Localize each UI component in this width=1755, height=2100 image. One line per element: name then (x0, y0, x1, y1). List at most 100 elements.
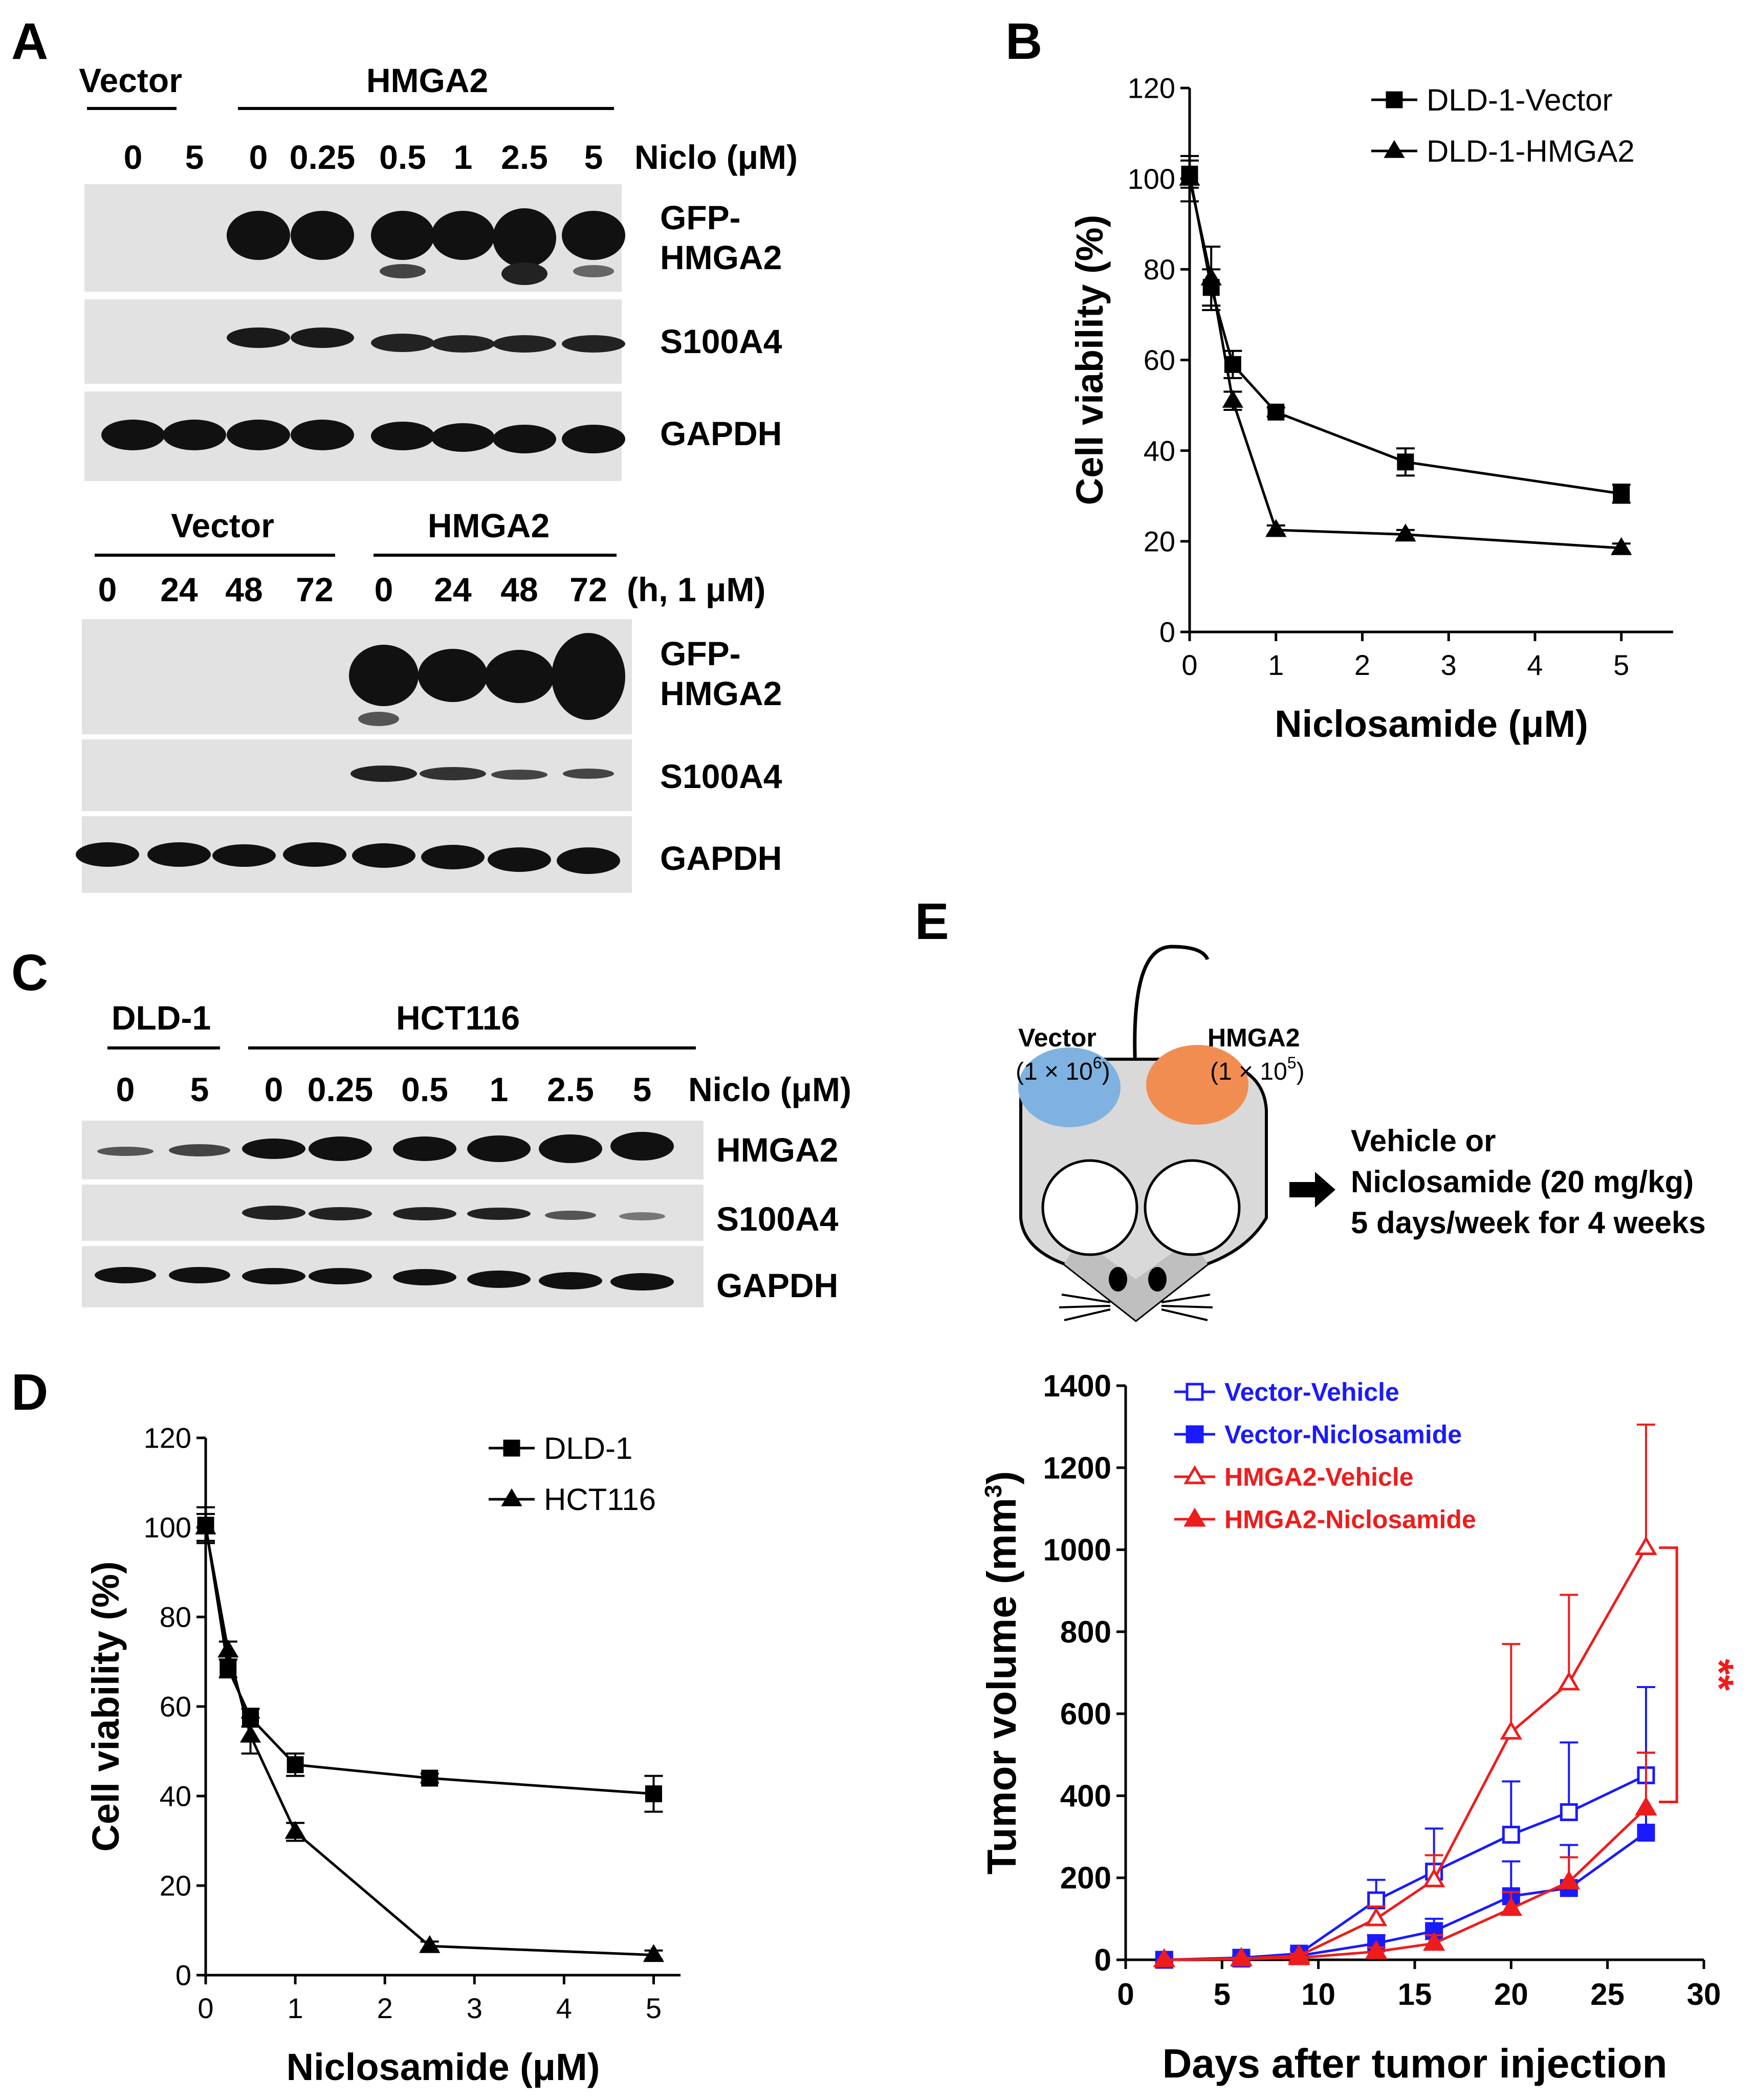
y-tick-label: 20 (160, 1870, 191, 1902)
a-top-row-label: S100A4 (660, 322, 782, 360)
legend-marker (501, 1488, 522, 1506)
series-dld-1 (196, 1506, 663, 1813)
data-point (1611, 537, 1632, 555)
data-point (1153, 1948, 1176, 1967)
legend-marker (1186, 1383, 1204, 1401)
a-bottom-condition-label: (h, 1 μM) (627, 571, 765, 608)
data-point (1230, 1947, 1253, 1966)
series-line (1164, 1774, 1647, 1961)
y-tick-label: 0 (1094, 1943, 1111, 1977)
data-point (195, 1516, 216, 1535)
y-tick-label: 120 (1128, 72, 1175, 104)
e-treatment-line3: 5 days/week for 4 weeks (1351, 1206, 1706, 1240)
x-tick-label: 0 (1181, 649, 1197, 681)
series-hmga2-niclosamide (1153, 1752, 1657, 1967)
legend-label: Vector-Niclosamide (1224, 1420, 1462, 1449)
a-bottom-lane-label: 24 (160, 571, 198, 608)
mouse-snout-shade (1064, 1238, 1208, 1320)
a-top-lane-label: 5 (185, 138, 204, 176)
panel-d-letter: D (11, 1364, 48, 1421)
e-treatment-line1: Vehicle or (1351, 1124, 1496, 1158)
y-tick-label: 800 (1060, 1615, 1111, 1649)
x-tick-label: 2 (377, 1992, 393, 2024)
x-tick-label: 0 (1117, 1977, 1134, 2011)
series-line (1164, 1807, 1647, 1961)
data-point (643, 1944, 665, 1962)
a-bottom-lane-label: 72 (569, 571, 607, 608)
x-tick-label: 3 (467, 1992, 482, 2024)
c-row-label: GAPDH (716, 1266, 838, 1304)
data-point (239, 1724, 261, 1743)
legend-label: Vector-Vehicle (1224, 1378, 1399, 1407)
c-group-dld1: DLD-1 (112, 999, 211, 1037)
x-axis-title: Niclosamide (μM) (1275, 703, 1588, 745)
legend-marker (1183, 1507, 1206, 1527)
axis-lines (204, 1438, 681, 1977)
data-point (645, 1785, 662, 1803)
y-axis-title: Tumor volume (mm3) (979, 1471, 1024, 1875)
a-bottom-row-label: GAPDH (660, 839, 782, 877)
a-top-lane-label: 0.25 (290, 138, 355, 176)
x-tick-label: 4 (1527, 649, 1543, 681)
y-tick-label: 0 (175, 1959, 191, 1992)
chart-e: 0 200 400 600 800 1000 1200 1400 0 5 10 15 20 25 30 Day… (979, 1369, 1742, 2086)
legend-label: DLD-1 (544, 1431, 632, 1465)
a-top-lane-label: 2.5 (501, 138, 548, 176)
legend-marker (1386, 91, 1403, 108)
data-point (1635, 1536, 1657, 1556)
y-tick-label: 1400 (1043, 1369, 1111, 1403)
y-tick-label: 400 (1060, 1779, 1111, 1813)
a-bottom-row-label: S100A4 (660, 757, 782, 795)
y-tick-label: 60 (1144, 344, 1175, 376)
data-point (1637, 1824, 1655, 1842)
c-blot-gapdh (82, 1246, 704, 1307)
a-top-lane-label: 0.5 (379, 138, 426, 176)
panel-c-letter: C (11, 944, 48, 1001)
e-hmga2-cells-exp: 5 (1287, 1054, 1297, 1072)
mouse-whiskers (1059, 1294, 1213, 1321)
mouse-tail (1133, 945, 1210, 1080)
x-tick-label: 1 (1268, 649, 1284, 681)
a-bottom-lane-label: 48 (225, 571, 262, 608)
data-point (1422, 1868, 1445, 1888)
error-bar (1560, 1741, 1578, 1812)
a-top-blot-gfp-hmga2 (84, 184, 625, 292)
panel-a-letter: A (11, 13, 48, 70)
panel-e-letter: E (915, 893, 949, 950)
c-row-label: S100A4 (716, 1200, 839, 1238)
y-axis-title: Cell viability (%) (84, 1561, 127, 1851)
x-tick-label: 30 (1687, 1977, 1721, 2011)
a-bottom-blot-gapdh (76, 816, 632, 893)
y-tick-label: 40 (1144, 434, 1175, 467)
c-lane-label: 0 (265, 1070, 283, 1108)
c-blot-hmga2 (82, 1121, 704, 1179)
y-tick-label: 120 (144, 1422, 191, 1454)
data-point (1222, 389, 1243, 408)
data-point (1365, 1907, 1388, 1927)
a-bottom-lane-label: 24 (434, 571, 472, 608)
vector-tumor (1018, 1047, 1121, 1127)
axis-lines (1124, 1386, 1704, 1961)
legend-label: HMGA2-Niclosamide (1224, 1505, 1476, 1534)
data-point (1500, 1720, 1523, 1740)
legend: Vector-Vehicle Vector-Niclosamide HMGA2-Ve… (1174, 1378, 1476, 1534)
a-bottom-group-hmga2: HMGA2 (428, 507, 550, 544)
y-tick-label: 100 (1128, 163, 1175, 195)
hmga2-tumor (1146, 1045, 1248, 1125)
c-lane-label: 5 (190, 1070, 209, 1108)
data-point (1265, 519, 1287, 537)
significance-bracket (1659, 1546, 1678, 1803)
y-tick-label: 40 (160, 1780, 191, 1812)
a-bottom-lane-label: 0 (375, 571, 393, 608)
e-vector-label: Vector (1018, 1023, 1096, 1052)
series-hct116 (195, 1513, 665, 1962)
c-lane-labels: 0 5 0 0.25 0.5 1 2.5 5 (116, 1070, 652, 1108)
data-point (1502, 1826, 1520, 1844)
a-top-row-label: GFP-HMGA2 (660, 199, 782, 276)
error-bar (1502, 1643, 1521, 1733)
e-hmga2-cells-text: (1 × 10 (1210, 1058, 1287, 1085)
x-axis-title: Days after tumor injection (1162, 2041, 1668, 2086)
a-bottom-blot-s100a4 (82, 739, 632, 811)
x-tick-label: 20 (1494, 1977, 1528, 2011)
x-tick-label: 4 (556, 1992, 572, 2024)
